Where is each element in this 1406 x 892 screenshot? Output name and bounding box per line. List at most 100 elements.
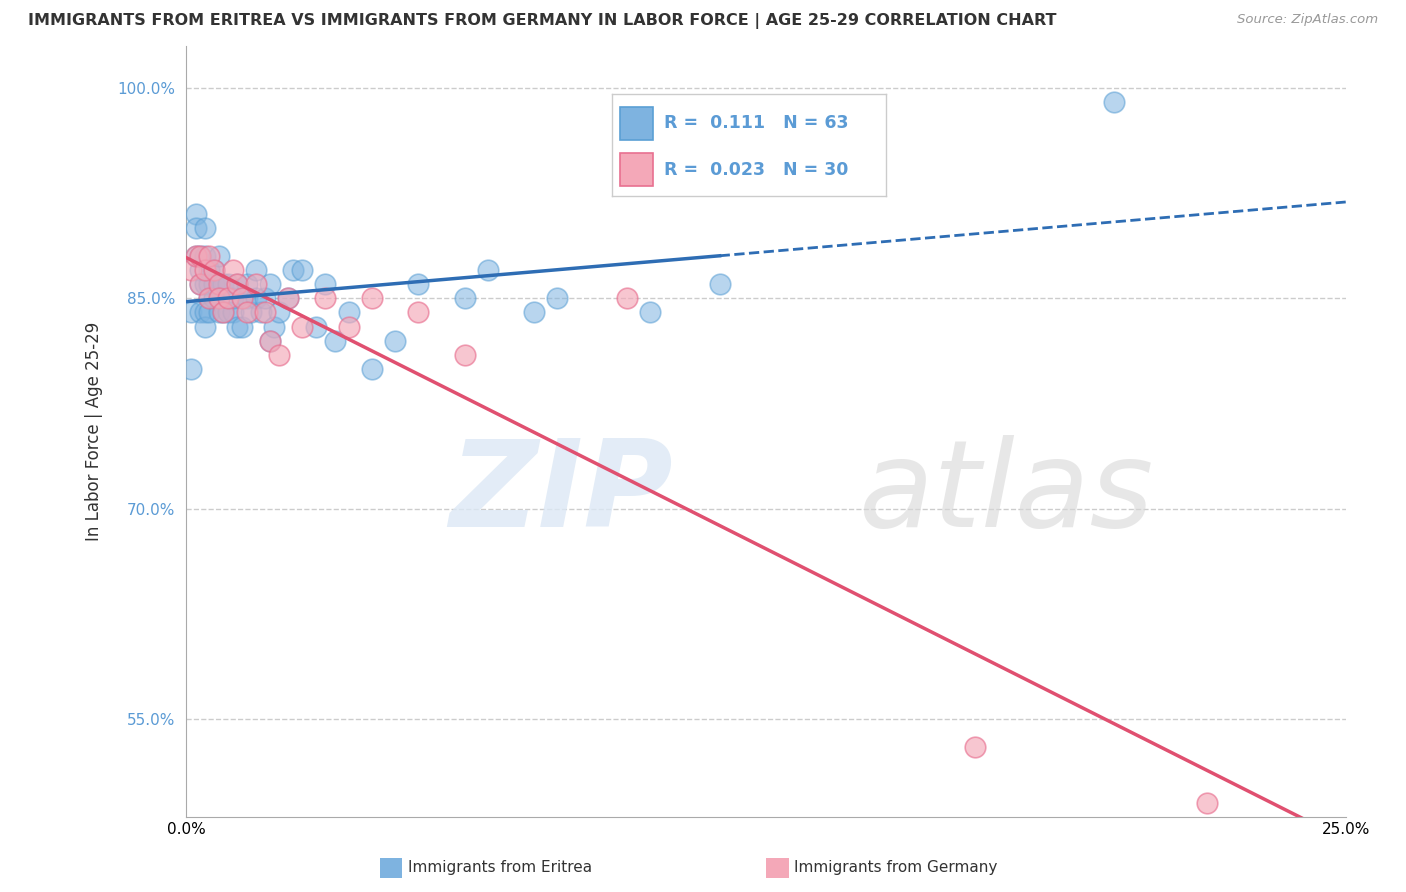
Point	[235, 277, 257, 292]
Point	[202, 292, 225, 306]
Point	[453, 347, 475, 361]
Y-axis label: In Labor Force | Age 25-29: In Labor Force | Age 25-29	[86, 322, 103, 541]
Point	[314, 292, 336, 306]
Point	[212, 305, 235, 319]
Point	[194, 249, 217, 263]
Point	[281, 263, 304, 277]
Point	[198, 249, 221, 263]
Point	[184, 221, 207, 235]
Point	[291, 263, 314, 277]
Point	[1195, 796, 1218, 810]
Point	[208, 277, 231, 292]
Point	[194, 263, 217, 277]
Text: atlas: atlas	[859, 434, 1154, 552]
Point	[226, 319, 249, 334]
Point	[180, 305, 202, 319]
Point	[198, 263, 221, 277]
Point	[235, 305, 257, 319]
Text: R =  0.111   N = 63: R = 0.111 N = 63	[664, 114, 848, 132]
Point	[245, 277, 267, 292]
Text: Source: ZipAtlas.com: Source: ZipAtlas.com	[1237, 13, 1378, 27]
Point	[245, 263, 267, 277]
Point	[180, 263, 202, 277]
Point	[221, 292, 243, 306]
Point	[963, 739, 986, 754]
Point	[217, 305, 239, 319]
Point	[245, 292, 267, 306]
Point	[194, 319, 217, 334]
Point	[259, 334, 281, 348]
Point	[249, 305, 271, 319]
Point	[231, 292, 253, 306]
Point	[202, 263, 225, 277]
Point	[337, 305, 360, 319]
Point	[217, 292, 239, 306]
Point	[217, 277, 239, 292]
Point	[212, 305, 235, 319]
Text: Immigrants from Eritrea: Immigrants from Eritrea	[408, 861, 592, 875]
Text: IMMIGRANTS FROM ERITREA VS IMMIGRANTS FROM GERMANY IN LABOR FORCE | AGE 25-29 CO: IMMIGRANTS FROM ERITREA VS IMMIGRANTS FR…	[28, 13, 1057, 29]
Point	[188, 305, 211, 319]
Point	[180, 361, 202, 376]
Point	[638, 305, 661, 319]
Point	[184, 249, 207, 263]
Point	[291, 319, 314, 334]
Point	[1102, 95, 1125, 110]
Point	[323, 334, 346, 348]
Point	[198, 292, 221, 306]
FancyBboxPatch shape	[620, 153, 652, 186]
Point	[208, 292, 231, 306]
Point	[208, 292, 231, 306]
Point	[277, 292, 299, 306]
Point	[226, 277, 249, 292]
Point	[202, 277, 225, 292]
Point	[208, 277, 231, 292]
Point	[188, 263, 211, 277]
FancyBboxPatch shape	[620, 107, 652, 140]
Point	[406, 305, 429, 319]
Point	[212, 277, 235, 292]
Point	[231, 292, 253, 306]
Text: Immigrants from Germany: Immigrants from Germany	[794, 861, 998, 875]
Point	[254, 305, 277, 319]
Point	[194, 277, 217, 292]
Point	[188, 249, 211, 263]
Point	[231, 319, 253, 334]
Point	[384, 334, 406, 348]
Point	[477, 263, 499, 277]
Point	[360, 361, 382, 376]
Point	[184, 207, 207, 221]
Point	[267, 305, 290, 319]
Point	[277, 292, 299, 306]
Point	[226, 277, 249, 292]
Point	[208, 249, 231, 263]
Text: R =  0.023   N = 30: R = 0.023 N = 30	[664, 161, 848, 178]
Point	[235, 292, 257, 306]
Point	[240, 305, 263, 319]
Point	[305, 319, 328, 334]
Point	[709, 277, 731, 292]
Point	[221, 263, 243, 277]
Point	[267, 347, 290, 361]
Point	[259, 334, 281, 348]
Point	[360, 292, 382, 306]
Point	[188, 277, 211, 292]
Point	[198, 292, 221, 306]
Point	[194, 305, 217, 319]
Point	[254, 292, 277, 306]
Point	[221, 305, 243, 319]
Point	[314, 277, 336, 292]
Point	[188, 249, 211, 263]
Text: ZIP: ZIP	[450, 434, 673, 552]
Point	[453, 292, 475, 306]
Point	[184, 249, 207, 263]
Point	[198, 305, 221, 319]
Point	[259, 277, 281, 292]
Point	[523, 305, 546, 319]
Point	[198, 277, 221, 292]
Point	[337, 319, 360, 334]
Point	[406, 277, 429, 292]
Point	[263, 319, 285, 334]
Point	[616, 292, 638, 306]
Point	[546, 292, 568, 306]
